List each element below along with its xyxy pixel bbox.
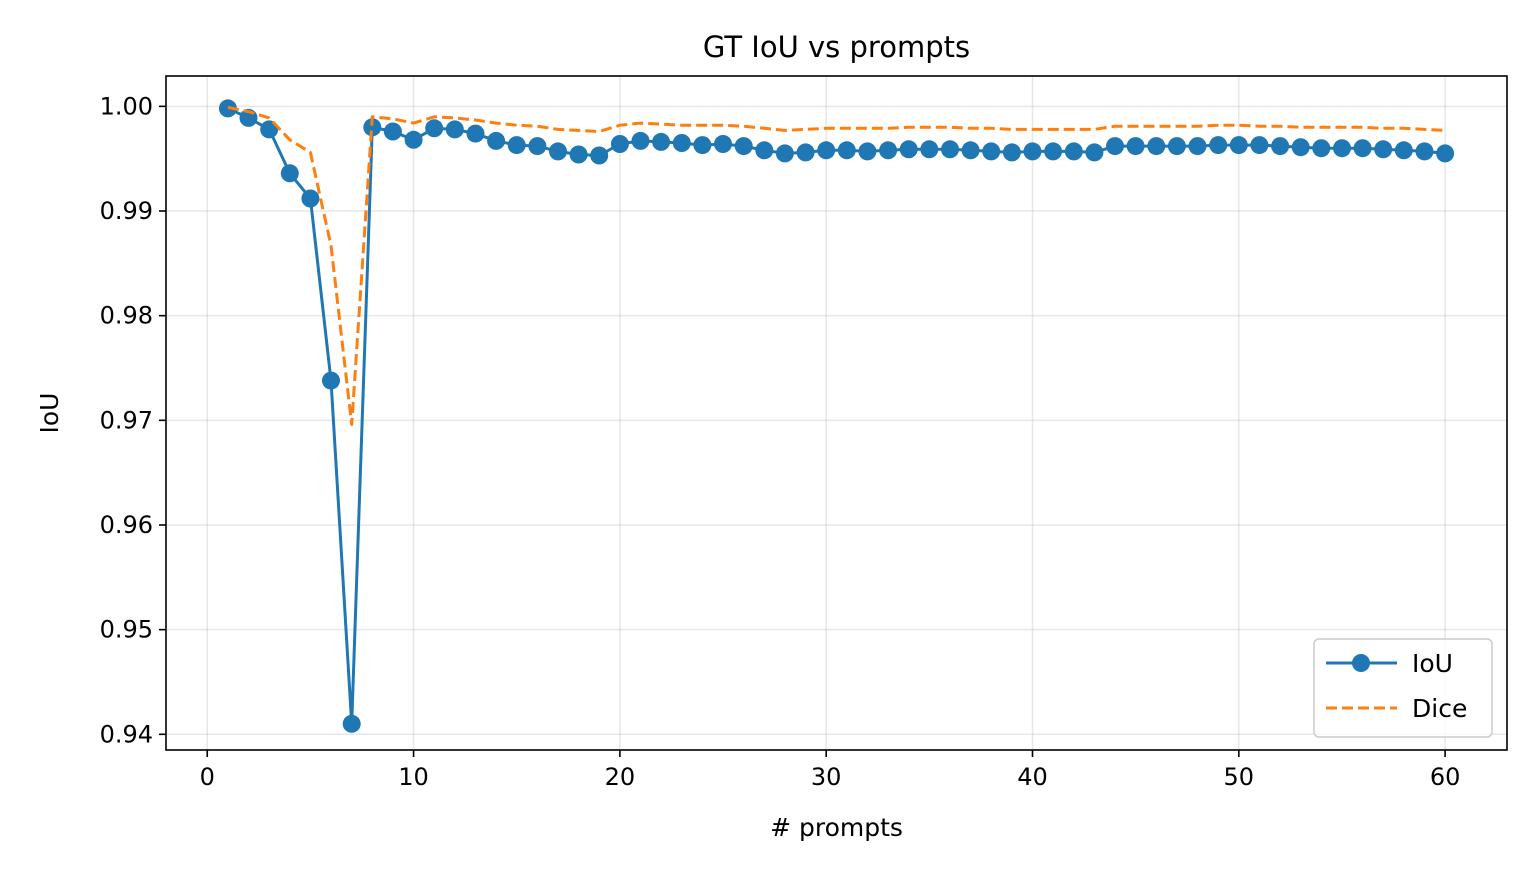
y-tick-label: 0.99 xyxy=(100,197,153,225)
data-point-iou xyxy=(734,137,753,156)
data-point-iou xyxy=(1209,136,1228,155)
data-point-iou xyxy=(961,141,980,160)
x-axis-label: # prompts xyxy=(770,813,903,842)
data-point-iou xyxy=(1126,137,1145,156)
data-point-iou xyxy=(775,144,794,163)
data-point-iou xyxy=(322,371,340,390)
chart-title: GT IoU vs prompts xyxy=(703,30,970,64)
data-point-iou xyxy=(858,142,877,161)
y-tick-label: 0.95 xyxy=(100,616,153,644)
data-point-iou xyxy=(1229,136,1248,155)
plot-frame xyxy=(165,75,1508,751)
data-point-iou xyxy=(507,136,526,155)
data-point-iou xyxy=(1271,137,1290,156)
data-point-iou xyxy=(363,118,382,137)
data-point-iou xyxy=(693,136,712,155)
data-point-iou xyxy=(549,142,567,161)
data-point-iou xyxy=(280,164,299,183)
data-point-iou xyxy=(1394,141,1413,160)
data-point-iou xyxy=(652,132,671,151)
data-point-iou xyxy=(1147,137,1166,156)
data-point-iou xyxy=(1085,143,1104,162)
y-tick-label: 0.98 xyxy=(100,302,153,330)
data-point-iou xyxy=(631,131,650,150)
data-point-iou xyxy=(672,134,691,152)
y-tick-label: 0.94 xyxy=(100,720,153,748)
data-point-iou xyxy=(1436,144,1455,163)
data-point-iou xyxy=(590,146,609,165)
data-point-iou xyxy=(610,135,629,153)
y-tick-label: 0.97 xyxy=(100,406,153,434)
legend-marker-iou xyxy=(1352,654,1370,672)
data-point-iou xyxy=(1353,139,1372,158)
x-tick-label: 30 xyxy=(811,763,842,791)
y-tick-label: 0.96 xyxy=(100,511,153,539)
legend: IoU Dice xyxy=(1313,638,1493,738)
grid-lines xyxy=(166,76,1507,750)
data-point-iou xyxy=(982,142,1001,161)
legend-label-iou: IoU xyxy=(1412,649,1453,678)
data-point-iou xyxy=(1333,139,1351,158)
legend-label-dice: Dice xyxy=(1412,694,1467,723)
data-point-iou xyxy=(1002,143,1021,162)
data-point-iou xyxy=(1064,142,1083,161)
data-point-iou xyxy=(1044,142,1063,161)
data-point-iou xyxy=(755,141,774,160)
data-point-iou xyxy=(1167,137,1186,156)
data-point-iou xyxy=(879,141,898,160)
axis-ticks: 0 10 20 30 40 50 60 0.94 0.95 0.96 0.97 0.98 0.99 1.0… xyxy=(100,92,1461,791)
data-point-iou xyxy=(528,137,547,156)
data-point-iou xyxy=(920,140,939,159)
data-point-iou xyxy=(445,120,464,139)
data-point-iou xyxy=(1023,142,1042,161)
data-point-iou xyxy=(1291,138,1310,157)
y-tick-label: 1.00 xyxy=(100,92,153,120)
data-point-iou xyxy=(487,131,506,150)
x-tick-label: 40 xyxy=(1017,763,1048,791)
data-point-iou xyxy=(1415,142,1434,161)
data-point-iou xyxy=(1374,140,1393,159)
data-point-iou xyxy=(1250,136,1269,155)
data-point-iou xyxy=(1188,137,1207,156)
data-point-iou xyxy=(383,122,402,141)
data-point-iou xyxy=(817,141,836,160)
x-tick-label: 20 xyxy=(605,763,636,791)
data-point-iou xyxy=(796,143,815,162)
data-point-iou xyxy=(899,140,918,159)
y-axis-label: IoU xyxy=(35,393,64,434)
data-point-iou xyxy=(837,141,856,160)
x-tick-label: 60 xyxy=(1430,763,1461,791)
data-point-iou xyxy=(714,135,732,153)
data-point-iou xyxy=(260,120,279,139)
data-point-iou xyxy=(466,124,485,143)
data-point-iou xyxy=(941,140,959,159)
data-point-iou xyxy=(342,714,361,733)
x-tick-label: 10 xyxy=(398,763,429,791)
series-lines xyxy=(218,99,1455,733)
data-point-iou xyxy=(404,130,423,149)
series-line-dice xyxy=(227,105,1446,426)
data-point-iou xyxy=(425,119,444,138)
data-point-iou xyxy=(301,189,320,208)
data-point-iou xyxy=(1312,139,1331,158)
x-tick-label: 50 xyxy=(1224,763,1255,791)
data-point-iou xyxy=(569,145,588,164)
x-tick-label: 0 xyxy=(200,763,215,791)
data-point-iou xyxy=(1106,137,1124,156)
